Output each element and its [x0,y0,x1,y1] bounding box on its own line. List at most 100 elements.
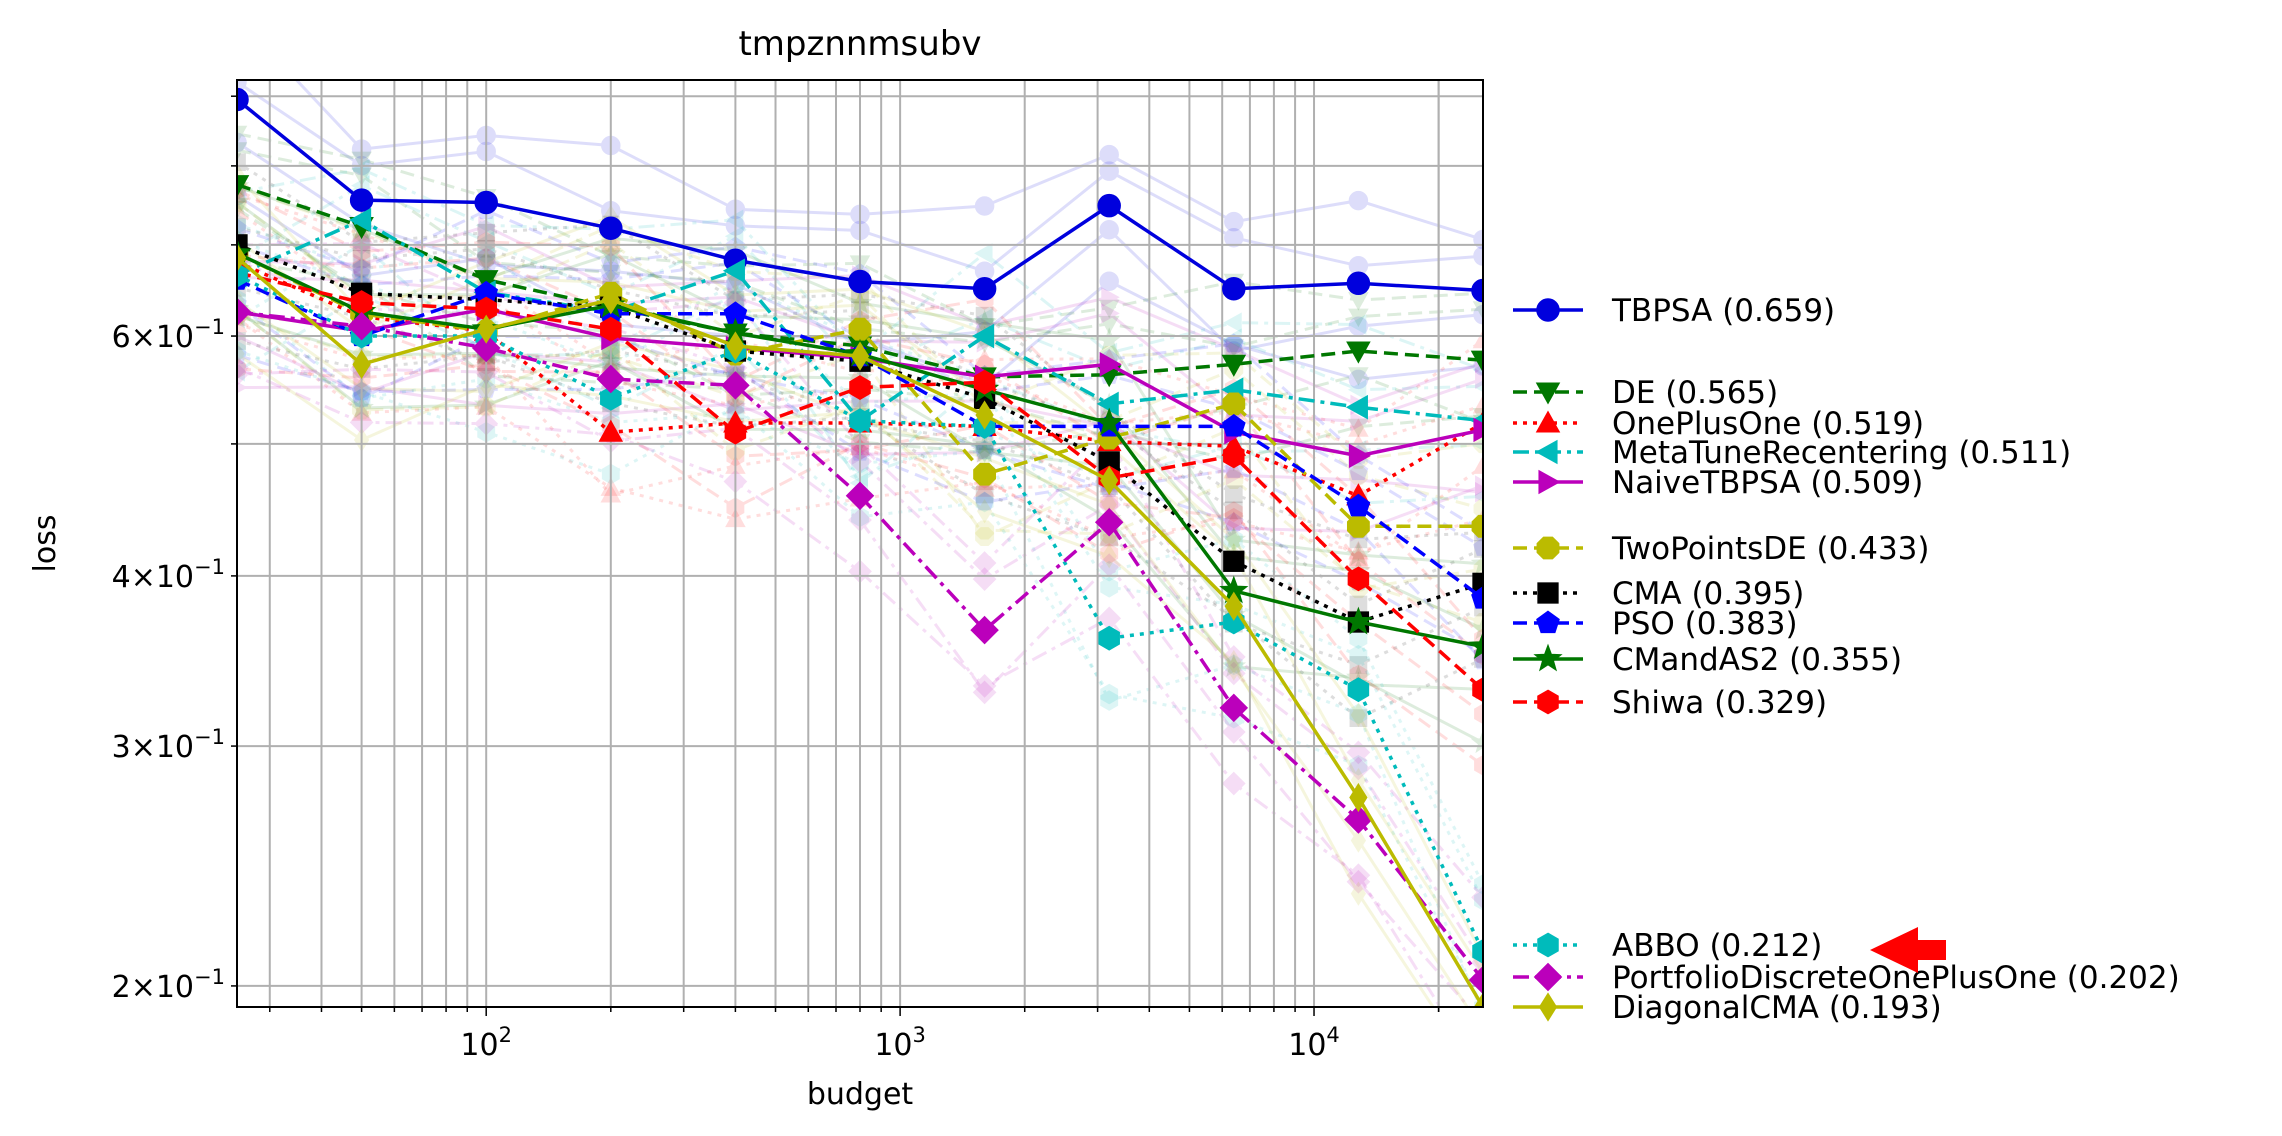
data-point [1472,677,1483,703]
background-run-point [237,200,248,219]
background-run-point [972,680,997,705]
data-point [724,419,747,445]
background-run-point [237,341,245,367]
data-point [1343,606,1374,635]
data-point [352,349,371,379]
background-run-point [237,153,246,172]
series-11 [237,297,1483,995]
background-run-point [1348,418,1369,437]
data-point [347,312,376,341]
background-run-line [237,225,1483,607]
background-run-point [1349,656,1368,674]
background-run-point [237,340,246,362]
background-run-point [237,355,249,380]
legend-marker [1536,610,1560,634]
background-run-line [237,367,1471,1007]
background-run-point [1224,470,1244,489]
background-run-point [1474,540,1483,558]
background-run-point [237,358,246,380]
legend-item: DE (0.565) [1513,375,1778,411]
background-run-point [972,551,997,575]
background-run-point [1474,755,1483,776]
x-tick-label: 104 [1288,1023,1340,1063]
series-0 [237,87,1483,303]
chart-title: tmpznnmsubv [738,24,981,64]
background-run-point [237,218,246,237]
background-run-point [1350,881,1367,906]
background-run-line [237,193,1483,431]
data-point [1346,271,1371,296]
data-point [596,364,626,394]
legend-item: Shiwa (0.329) [1513,685,1827,721]
background-run-point [975,491,994,513]
background-run-point [1348,465,1368,485]
background-run-point [1473,304,1483,325]
background-run-point [1475,475,1483,496]
data-point [601,285,620,315]
y-tick-label: 2×10−1 [112,965,225,1005]
background-run-point [1473,612,1483,632]
background-run-point [1475,481,1483,503]
data-point [1221,413,1246,437]
background-run-point [1223,459,1245,479]
data-point [237,175,250,198]
background-run-point [1350,469,1369,491]
legend-label: TwoPointsDE (0.433) [1611,531,1930,567]
background-run-point [237,132,247,153]
data-point [1346,514,1370,538]
legend-marker [1533,643,1563,672]
background-run-point [975,306,994,325]
background-run-line [237,298,1482,1007]
legend-label: Shiwa (0.329) [1612,685,1827,721]
data-point [721,371,750,400]
background-run-point [976,442,996,463]
background-run-point [237,142,248,161]
data-point [599,216,623,240]
data-point [1099,352,1122,377]
background-run-point [1349,703,1368,725]
series-line [237,278,1483,600]
data-point [349,188,374,212]
data-point [237,297,252,327]
legend-label: CMA (0.395) [1612,576,1804,612]
background-run-line [237,286,1483,667]
background-run-point [1472,301,1483,320]
background-run-point [1100,576,1119,598]
background-run-point [1099,161,1119,181]
data-point [1223,443,1245,469]
data-point [473,270,499,293]
legend-arrow [1870,927,1946,973]
background-run-point [237,332,246,350]
data-point [722,258,745,284]
background-run-point [1347,314,1367,335]
background-run-point [1223,338,1245,358]
legend-label: PortfolioDiscreteOnePlusOne (0.202) [1612,960,2180,996]
background-run-point [1350,702,1367,728]
data-point [1346,493,1371,517]
legend-label: DiagonalCMA (0.193) [1612,990,1942,1026]
data-point [726,331,745,361]
data-point [972,276,997,301]
background-run-point [975,485,994,504]
background-run-point [1221,526,1247,551]
background-run-line [237,259,1483,964]
legend-item: ABBO (0.212) [1513,928,1822,964]
background-run-point [1224,485,1243,504]
background-run-point [1348,547,1369,567]
background-run-point [237,344,247,364]
data-point [1468,965,1483,995]
background-run-point [1100,543,1119,564]
data-point [1471,278,1483,303]
background-run-point [975,440,994,461]
background-run-point [974,491,995,511]
legend-item: OnePlusOne (0.519) [1513,406,1924,442]
background-run-point [1350,828,1367,853]
legend-marker [1536,298,1560,322]
background-run-point [1221,720,1246,744]
data-point [598,419,624,442]
data-point [973,369,996,395]
data-point [1094,507,1124,537]
legend-marker [1533,962,1563,992]
x-axis: 102 103 104 [269,1007,1440,1063]
